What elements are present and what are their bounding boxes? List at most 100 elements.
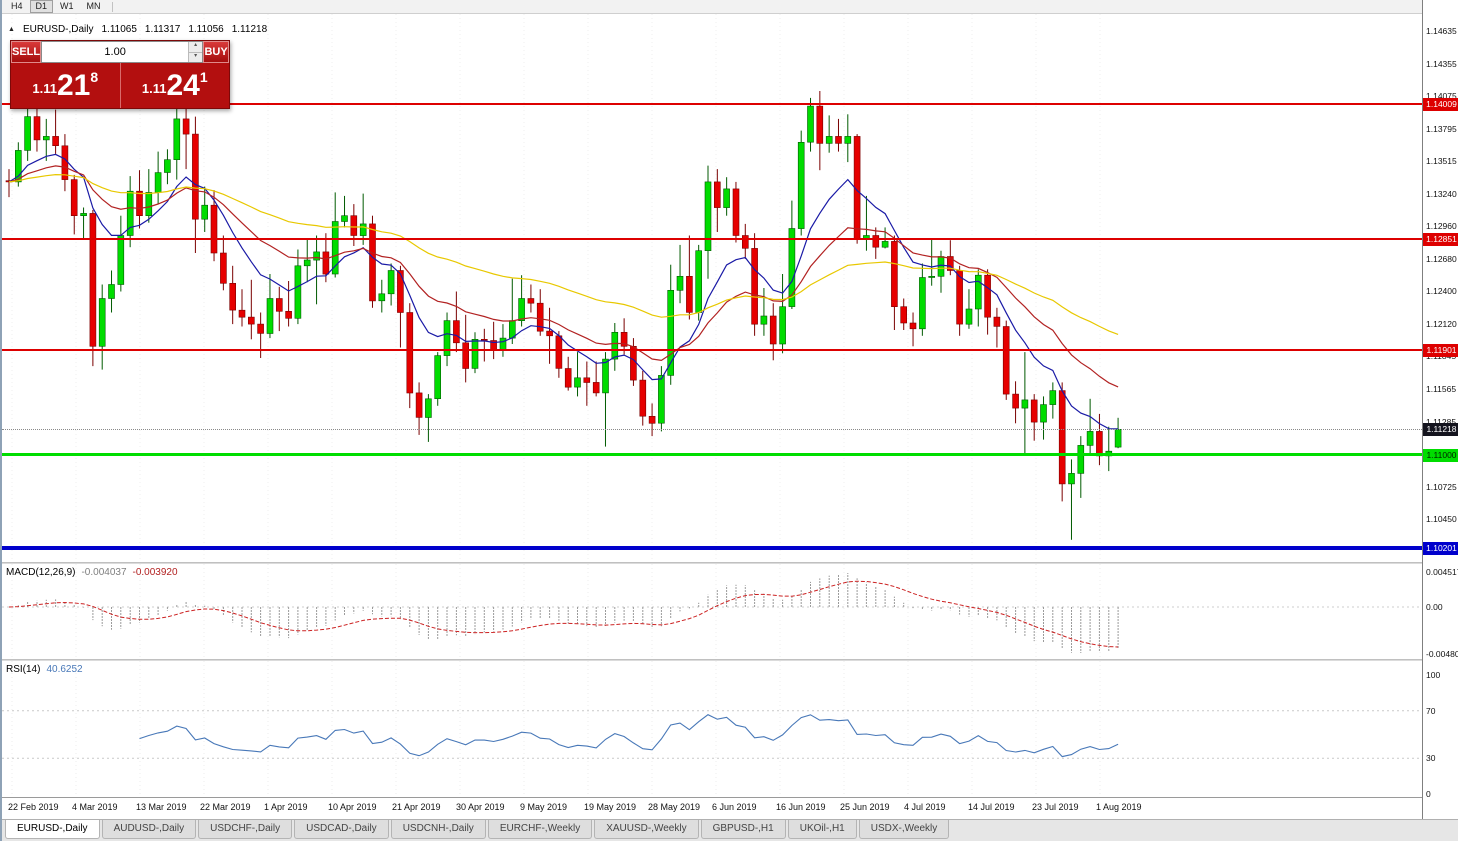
candlesticks — [5, 91, 1122, 540]
macd-axis-label: -0.00480 — [1426, 649, 1458, 659]
horizontal-level-line[interactable] — [2, 103, 1422, 105]
price-axis-label: 1.13240 — [1426, 189, 1457, 199]
ohlc-high: 1.11317 — [144, 24, 181, 35]
buy-price-display[interactable]: 1.11241 — [121, 63, 230, 108]
chart-tab-usdcnh-daily[interactable]: USDCNH-,Daily — [390, 820, 486, 839]
rsi-axis-label: 70 — [1426, 706, 1436, 716]
moving-average-22 — [8, 165, 1119, 388]
price-axis-label: 1.13795 — [1426, 124, 1457, 134]
toolbar-separator — [111, 1, 113, 12]
moving-average-55 — [8, 173, 1119, 335]
macd-indicator-label: MACD(12,26,9) -0.004037 -0.003920 — [6, 567, 178, 578]
date-axis-label: 4 Mar 2019 — [72, 802, 118, 812]
timeframe-button-mn[interactable]: MN — [86, 1, 101, 11]
price-tag: 1.11901 — [1423, 344, 1458, 357]
horizontal-level-line[interactable] — [2, 546, 1422, 550]
buy-price-big: 24 — [166, 69, 200, 102]
macd-main-value: -0.004037 — [81, 567, 127, 578]
macd-axis-label: 0.00 — [1426, 602, 1443, 612]
price-chart-canvas[interactable] — [2, 14, 1422, 562]
date-axis-label: 13 Mar 2019 — [136, 802, 187, 812]
date-axis-label: 25 Jun 2019 — [840, 802, 890, 812]
volume-input[interactable] — [42, 42, 189, 62]
sell-price-pip: 8 — [90, 69, 99, 85]
chart-tab-eurchf-weekly[interactable]: EURCHF-,Weekly — [487, 820, 593, 839]
volume-down-button[interactable]: ▾ — [189, 51, 203, 62]
chart-info-line: ▲ EURUSD-,Daily 1.11065 1.11317 1.11056 … — [8, 24, 267, 35]
chart-tab-gbpusd-h1[interactable]: GBPUSD-,H1 — [700, 820, 786, 839]
one-click-trade-widget: SELL ▴ ▾ BUY 1.11218 1.11241 — [10, 40, 230, 109]
date-axis-label: 28 May 2019 — [648, 802, 701, 812]
sell-price-big: 21 — [56, 69, 91, 102]
chart-tab-xauusd-weekly[interactable]: XAUUSD-,Weekly — [594, 820, 699, 839]
sell-price-display[interactable]: 1.11218 — [11, 63, 120, 108]
chart-tab-usdchf-daily[interactable]: USDCHF-,Daily — [198, 820, 293, 839]
price-tag: 1.14009 — [1423, 98, 1458, 111]
price-axis-label: 1.12400 — [1426, 286, 1457, 296]
chart-tab-bar: EURUSD-,Daily AUDUSD-,Daily USDCHF-,Daily U… — [2, 819, 1458, 841]
rsi-name: RSI(14) — [6, 664, 41, 675]
date-axis-label: 9 May 2019 — [520, 802, 568, 812]
price-axis-label: 1.10450 — [1426, 514, 1457, 524]
ohlc-low: 1.11056 — [188, 24, 224, 35]
price-axis-label: 1.12960 — [1426, 221, 1457, 231]
timeframe-toolbar: H4 D1 W1 MN — [2, 0, 1458, 14]
date-axis-label: 4 Jul 2019 — [904, 802, 946, 812]
rsi-indicator-label: RSI(14) 40.6252 — [6, 664, 83, 675]
date-axis[interactable]: 22 Feb 2019 4 Mar 2019 13 Mar 2019 22 Mar 2… — [2, 797, 1422, 819]
ohlc-open: 1.11065 — [101, 24, 137, 35]
chart-tab-ukoil-h1[interactable]: UKOil-,H1 — [787, 820, 857, 839]
date-axis-label: 1 Aug 2019 — [1096, 802, 1142, 812]
price-tag: 1.12851 — [1423, 233, 1458, 246]
date-axis-label: 10 Apr 2019 — [328, 802, 377, 812]
sell-button[interactable]: SELL — [11, 41, 42, 63]
horizontal-level-line[interactable] — [2, 349, 1422, 351]
price-axis-label: 1.10725 — [1426, 482, 1457, 492]
collapse-arrow-icon[interactable]: ▲ — [8, 26, 15, 33]
timeframe-button-d1[interactable]: D1 — [29, 0, 54, 13]
volume-stepper: ▴ ▾ — [188, 42, 203, 62]
horizontal-level-line[interactable] — [2, 238, 1422, 240]
rsi-line — [139, 714, 1119, 758]
chart-tab-eurusd-daily[interactable]: EURUSD-,Daily — [5, 820, 100, 839]
macd-signal-line — [8, 580, 1119, 648]
price-axis[interactable]: 1.14635 1.14355 1.14075 1.13795 1.13515 1.132… — [1422, 0, 1458, 819]
macd-axis-label: 0.004517 — [1426, 567, 1458, 577]
price-axis-label: 1.11285 — [1426, 417, 1457, 427]
date-axis-label: 30 Apr 2019 — [456, 802, 505, 812]
macd-signal-value: -0.003920 — [132, 567, 178, 578]
bid-price-line — [2, 429, 1422, 430]
chart-symbol-period: EURUSD-,Daily — [22, 24, 94, 35]
date-axis-label: 1 Apr 2019 — [264, 802, 308, 812]
buy-button[interactable]: BUY — [203, 41, 229, 63]
chart-tab-usdcad-daily[interactable]: USDCAD-,Daily — [294, 820, 389, 839]
chart-tab-usdx-weekly[interactable]: USDX-,Weekly — [858, 820, 950, 839]
date-axis-label: 23 Jul 2019 — [1032, 802, 1079, 812]
buy-price-prefix: 1.11 — [141, 81, 167, 96]
moving-average-10 — [8, 153, 1119, 430]
date-axis-label: 16 Jun 2019 — [776, 802, 826, 812]
rsi-pane-canvas[interactable] — [2, 661, 1422, 797]
macd-name: MACD(12,26,9) — [6, 567, 76, 578]
price-tag: 1.10201 — [1423, 542, 1458, 555]
volume-up-button[interactable]: ▴ — [189, 42, 203, 52]
horizontal-level-line[interactable] — [2, 453, 1422, 456]
rsi-axis-label: 0 — [1426, 789, 1431, 799]
ohlc-close: 1.11218 — [231, 24, 268, 35]
sell-price-prefix: 1.11 — [32, 81, 57, 96]
timeframe-button-w1[interactable]: W1 — [60, 1, 74, 11]
macd-pane-canvas[interactable] — [2, 564, 1422, 659]
timeframe-button-h4[interactable]: H4 — [11, 1, 23, 11]
pane-splitter[interactable] — [2, 562, 1422, 564]
pane-splitter[interactable] — [2, 659, 1422, 661]
chart-tab-audusd-daily[interactable]: AUDUSD-,Daily — [101, 820, 197, 839]
price-axis-label: 1.11565 — [1426, 384, 1457, 394]
price-axis-label: 1.14355 — [1426, 59, 1457, 69]
date-axis-label: 19 May 2019 — [584, 802, 637, 812]
price-axis-label: 1.12120 — [1426, 319, 1457, 329]
date-axis-label: 22 Feb 2019 — [8, 802, 59, 812]
date-axis-label: 6 Jun 2019 — [712, 802, 757, 812]
volume-field: ▴ ▾ — [41, 41, 204, 63]
rsi-value: 40.6252 — [46, 664, 83, 675]
